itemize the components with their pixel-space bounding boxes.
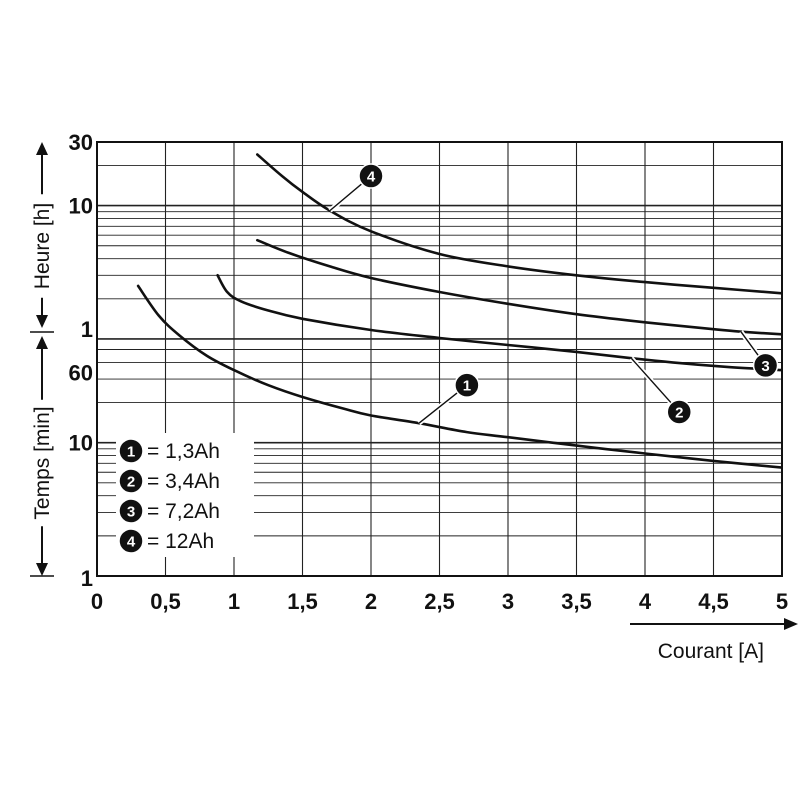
callout-badge-3-circle	[752, 352, 779, 379]
x-tick-label: 1	[228, 589, 240, 614]
y-tick-label: 10	[69, 194, 93, 219]
y-axis-label-minutes-bg	[31, 399, 53, 527]
callout-badge-4-circle	[358, 163, 384, 189]
legend-badge-2-number: 2	[127, 474, 135, 491]
callouts: 1 2 3 4	[328, 163, 779, 426]
y-tick-label: 10	[69, 431, 93, 456]
legend-badge-3-circle	[118, 498, 144, 524]
callout-badge-2-circle	[666, 399, 692, 425]
y-lower-arrow-head-bottom	[36, 563, 48, 576]
legend-badge-1-number: 1	[127, 444, 135, 461]
x-tick-label: 4,5	[698, 589, 729, 614]
callout-badge-2-number: 2	[675, 404, 683, 421]
legend-badge-4-number: 4	[127, 534, 136, 551]
x-tick-label: 0	[91, 589, 103, 614]
series-line-3	[256, 238, 782, 336]
x-tick-label: 3,5	[561, 589, 592, 614]
x-tick-label: 4	[639, 589, 652, 614]
plot-frame	[96, 141, 783, 577]
y-axis-label-hours-bg	[31, 194, 53, 298]
axes: 0 0,5 1 1,5 2 2,5 3 3,5 4 4,5 5 Courant [A] 30 10 1 60 1…	[30, 130, 798, 663]
x-tick-label: 0,5	[150, 589, 181, 614]
y-tick-label: 30	[69, 130, 93, 155]
y-upper-arrow-head-bottom	[36, 315, 48, 328]
legend: 1 = 1,3Ah 2 = 3,4Ah 3 = 7,2Ah 4 = 12Ah	[116, 433, 254, 557]
legend-badge-1-circle	[118, 438, 144, 464]
y-upper-arrow-head-top	[36, 142, 48, 155]
legend-badge-3-number: 3	[127, 504, 135, 521]
legend-label-3: = 7,2Ah	[147, 500, 220, 523]
y-tick-label: 60	[69, 360, 93, 385]
legend-badge-2-circle	[118, 468, 144, 494]
callout-badge-4-number: 4	[367, 169, 376, 186]
x-tick-label: 3	[502, 589, 514, 614]
series-group	[136, 153, 782, 469]
legend-badge-4-circle	[118, 528, 144, 554]
series-line-2	[216, 274, 782, 372]
plot-border	[96, 141, 783, 577]
x-axis-label: Courant [A]	[658, 640, 764, 663]
callout-badge-1-circle	[454, 372, 480, 398]
series-line-4	[256, 153, 782, 295]
legend-label-2: = 3,4Ah	[147, 470, 220, 493]
y-tick-label: 1	[81, 317, 93, 342]
x-tick-label: 1,5	[287, 589, 318, 614]
legend-label-4: = 12Ah	[147, 530, 214, 553]
callout-badge-3-number: 3	[761, 358, 769, 375]
y-lower-arrow-head-top	[36, 336, 48, 349]
y-axis-label-hours: Heure [h]	[31, 203, 54, 289]
x-tick-label: 5	[776, 589, 788, 614]
x-tick-label: 2	[365, 589, 377, 614]
x-axis-arrow-head	[784, 618, 798, 630]
series-line-1	[136, 284, 782, 469]
x-tick-label: 2,5	[424, 589, 455, 614]
y-axis-label-minutes: Temps [min]	[31, 406, 54, 519]
callout-badge-1-number: 1	[463, 378, 471, 395]
y-tick-label: 1	[81, 566, 93, 591]
legend-label-1: = 1,3Ah	[147, 440, 220, 463]
